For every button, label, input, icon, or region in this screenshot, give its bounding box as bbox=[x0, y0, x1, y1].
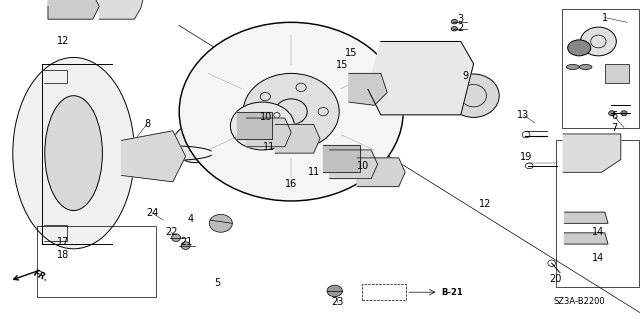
Text: 12: 12 bbox=[56, 36, 69, 46]
Text: 5: 5 bbox=[214, 278, 221, 288]
Bar bbox=[556, 140, 639, 287]
Polygon shape bbox=[564, 233, 608, 244]
Text: 3: 3 bbox=[458, 14, 464, 24]
Text: 7: 7 bbox=[611, 122, 618, 133]
Text: 11: 11 bbox=[307, 167, 320, 177]
Polygon shape bbox=[323, 145, 360, 172]
Text: 14: 14 bbox=[592, 253, 605, 263]
Ellipse shape bbox=[13, 57, 134, 249]
Ellipse shape bbox=[173, 124, 218, 163]
Text: 21: 21 bbox=[180, 237, 193, 248]
Bar bbox=[362, 284, 406, 300]
Ellipse shape bbox=[181, 242, 190, 249]
Text: 23: 23 bbox=[332, 297, 344, 308]
Text: 20: 20 bbox=[549, 274, 562, 284]
Ellipse shape bbox=[451, 19, 458, 24]
Text: 1: 1 bbox=[602, 12, 608, 23]
Polygon shape bbox=[246, 118, 291, 147]
Bar bbox=[37, 226, 156, 297]
Ellipse shape bbox=[327, 285, 342, 297]
Ellipse shape bbox=[230, 102, 294, 150]
Ellipse shape bbox=[579, 64, 592, 70]
Ellipse shape bbox=[172, 234, 180, 241]
Text: 10: 10 bbox=[259, 112, 272, 122]
Text: 15: 15 bbox=[344, 48, 357, 58]
Text: 6: 6 bbox=[611, 111, 618, 122]
Text: 11: 11 bbox=[262, 142, 275, 152]
Text: 2: 2 bbox=[458, 23, 464, 33]
Text: 16: 16 bbox=[285, 179, 298, 189]
Text: 19: 19 bbox=[520, 152, 532, 162]
Polygon shape bbox=[357, 158, 405, 187]
Ellipse shape bbox=[609, 111, 615, 116]
Polygon shape bbox=[48, 0, 99, 19]
Text: SZ3A-B2200: SZ3A-B2200 bbox=[554, 297, 605, 306]
Polygon shape bbox=[275, 124, 320, 153]
Ellipse shape bbox=[568, 40, 591, 56]
Bar bbox=[605, 64, 629, 83]
Text: 12: 12 bbox=[479, 199, 492, 209]
Text: B-21: B-21 bbox=[442, 288, 463, 297]
Text: 10: 10 bbox=[357, 161, 370, 171]
Ellipse shape bbox=[580, 27, 616, 56]
Text: FR.: FR. bbox=[32, 269, 50, 283]
Polygon shape bbox=[122, 131, 186, 182]
Text: 13: 13 bbox=[517, 110, 530, 120]
Text: 24: 24 bbox=[146, 208, 159, 218]
Ellipse shape bbox=[209, 214, 232, 232]
Polygon shape bbox=[99, 0, 144, 19]
Ellipse shape bbox=[248, 115, 276, 137]
Text: 8: 8 bbox=[144, 119, 150, 129]
Ellipse shape bbox=[448, 74, 499, 117]
Ellipse shape bbox=[621, 111, 627, 116]
Polygon shape bbox=[237, 112, 272, 139]
Ellipse shape bbox=[416, 65, 474, 113]
Ellipse shape bbox=[566, 64, 579, 70]
Polygon shape bbox=[368, 41, 474, 115]
Polygon shape bbox=[330, 150, 378, 179]
Text: 18: 18 bbox=[56, 250, 69, 260]
Text: 17: 17 bbox=[56, 237, 69, 248]
Bar bbox=[562, 9, 639, 128]
Text: 15: 15 bbox=[336, 60, 349, 70]
Ellipse shape bbox=[243, 73, 339, 150]
Polygon shape bbox=[563, 134, 621, 172]
Text: 4: 4 bbox=[188, 214, 194, 225]
Text: 14: 14 bbox=[592, 227, 605, 237]
Polygon shape bbox=[564, 212, 608, 223]
Text: 22: 22 bbox=[165, 227, 178, 237]
Polygon shape bbox=[349, 73, 387, 105]
Ellipse shape bbox=[179, 22, 403, 201]
Text: 9: 9 bbox=[463, 71, 469, 81]
Ellipse shape bbox=[451, 26, 458, 31]
Ellipse shape bbox=[45, 96, 102, 211]
